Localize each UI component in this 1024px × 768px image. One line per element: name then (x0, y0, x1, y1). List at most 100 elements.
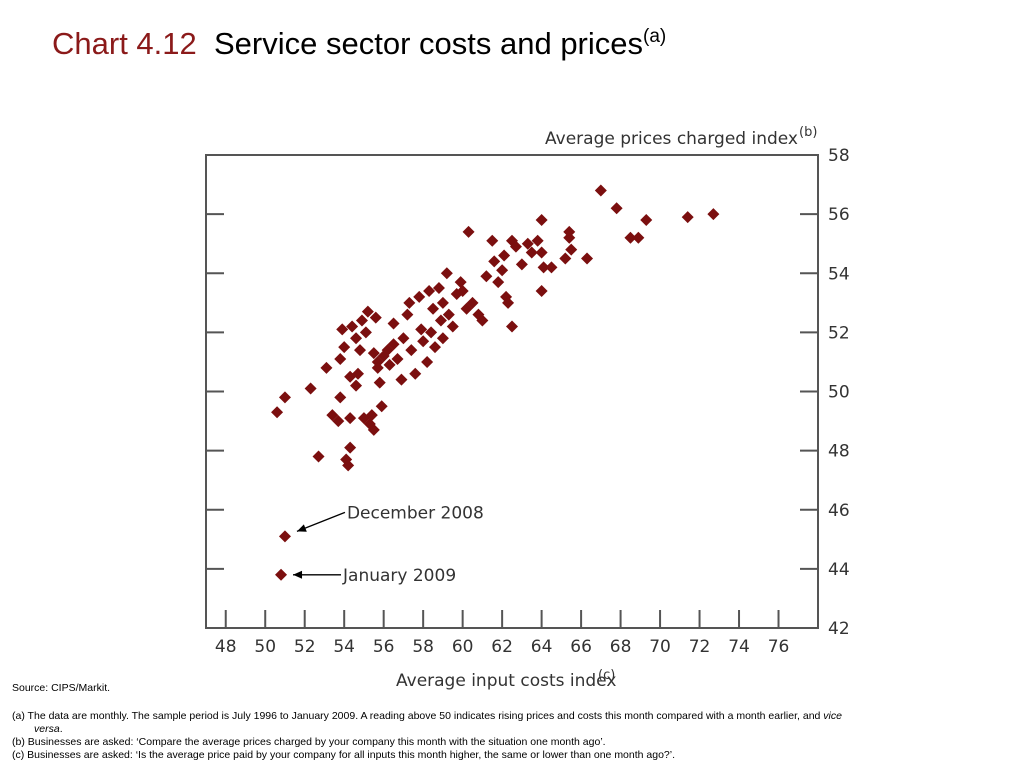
x-tick-label: 76 (768, 637, 790, 657)
data-point (417, 335, 430, 348)
annotation-arrowhead (296, 524, 307, 532)
annotation-label: December 2008 (347, 503, 484, 523)
y-tick-label: 58 (828, 146, 850, 166)
data-point (415, 323, 428, 336)
x-axis-title: Average input costs index (396, 671, 616, 691)
data-point (429, 341, 442, 354)
data-point (442, 308, 455, 321)
data-point (421, 355, 434, 368)
y-axis-title: Average prices charged index (545, 129, 798, 149)
y-tick-label: 56 (828, 205, 850, 225)
x-tick-label: 54 (333, 637, 355, 657)
data-point (488, 255, 501, 268)
data-point (486, 234, 499, 247)
data-point (353, 344, 366, 357)
data-point (581, 252, 594, 265)
data-point (545, 261, 558, 274)
x-tick-label: 50 (254, 637, 276, 657)
data-point (332, 415, 345, 428)
annotation-label: January 2009 (342, 566, 456, 586)
data-points (271, 184, 720, 581)
x-tick-label: 62 (491, 637, 513, 657)
data-point (355, 314, 368, 327)
y-tick-label: 44 (828, 560, 850, 580)
page-title: Chart 4.12 Service sector costs and pric… (52, 26, 666, 62)
y-axis-ticks: 42 44 46 48 50 52 54 56 58 (206, 146, 850, 639)
data-point (425, 326, 438, 339)
data-point (594, 184, 607, 197)
data-point (521, 237, 534, 250)
data-point (535, 214, 548, 227)
chart-number: Chart 4.12 (52, 26, 197, 61)
data-point (480, 270, 493, 283)
y-tick-label: 52 (828, 323, 850, 343)
data-point (466, 296, 479, 309)
x-tick-label: 48 (215, 637, 237, 657)
y-tick-label: 42 (828, 619, 850, 639)
data-point (537, 261, 550, 274)
y-axis-title-note: (b) (799, 125, 817, 140)
x-axis-ticks: 48 50 52 54 56 58 60 62 64 66 68 70 72 74 76 (215, 610, 789, 657)
data-point (367, 347, 380, 360)
data-point (413, 290, 426, 303)
annotation-arrowhead (293, 570, 303, 579)
annotations: December 2008 January 2009 (293, 503, 484, 586)
data-point (427, 302, 440, 315)
y-tick-label: 50 (828, 383, 850, 403)
data-point (405, 344, 418, 357)
data-point (632, 231, 645, 244)
plot-frame (205, 154, 819, 629)
data-point (334, 352, 347, 365)
data-point (432, 282, 445, 295)
data-point (462, 225, 475, 238)
footnote-a: (a) The data are monthly. The sample per… (12, 710, 842, 722)
data-point (498, 249, 511, 262)
data-point (535, 284, 548, 297)
data-point (352, 367, 365, 380)
data-point (525, 246, 538, 259)
data-point (387, 317, 400, 330)
x-tick-label: 68 (610, 637, 632, 657)
data-point (375, 400, 388, 413)
data-point (344, 441, 357, 454)
data-point (535, 246, 548, 259)
data-point (338, 341, 351, 354)
data-point (342, 459, 355, 472)
footnote-c: (c) Businesses are asked: ‘Is the averag… (12, 749, 676, 761)
data-point (350, 379, 363, 392)
data-point (271, 406, 284, 419)
data-point (559, 252, 572, 265)
data-point (365, 409, 378, 422)
data-point (373, 376, 386, 389)
x-tick-label: 58 (412, 637, 434, 657)
data-point (334, 391, 347, 404)
title-footnote-marker: (a) (643, 26, 667, 47)
footnote-b: (b) Businesses are asked: ‘Compare the a… (12, 736, 606, 748)
data-point (681, 211, 694, 224)
x-tick-label: 52 (294, 637, 316, 657)
data-point (492, 276, 505, 289)
data-point (401, 308, 414, 321)
data-point (278, 391, 291, 404)
data-point (423, 284, 436, 297)
data-point (509, 240, 522, 253)
data-point (436, 332, 449, 345)
data-point (369, 311, 382, 324)
data-point (446, 320, 459, 333)
data-point (409, 367, 422, 380)
x-axis-title-note: (c) (598, 668, 615, 683)
data-point (344, 412, 357, 425)
data-point (624, 231, 637, 244)
chart-title: Service sector costs and prices (214, 26, 644, 61)
data-point (278, 530, 291, 543)
data-point (320, 361, 333, 374)
data-point (454, 276, 467, 289)
data-point (383, 358, 396, 371)
data-point (531, 234, 544, 247)
x-tick-label: 60 (452, 637, 474, 657)
data-point (361, 305, 374, 318)
data-point (336, 323, 349, 336)
y-tick-label: 46 (828, 501, 850, 521)
data-point (496, 264, 509, 277)
data-point (403, 296, 416, 309)
